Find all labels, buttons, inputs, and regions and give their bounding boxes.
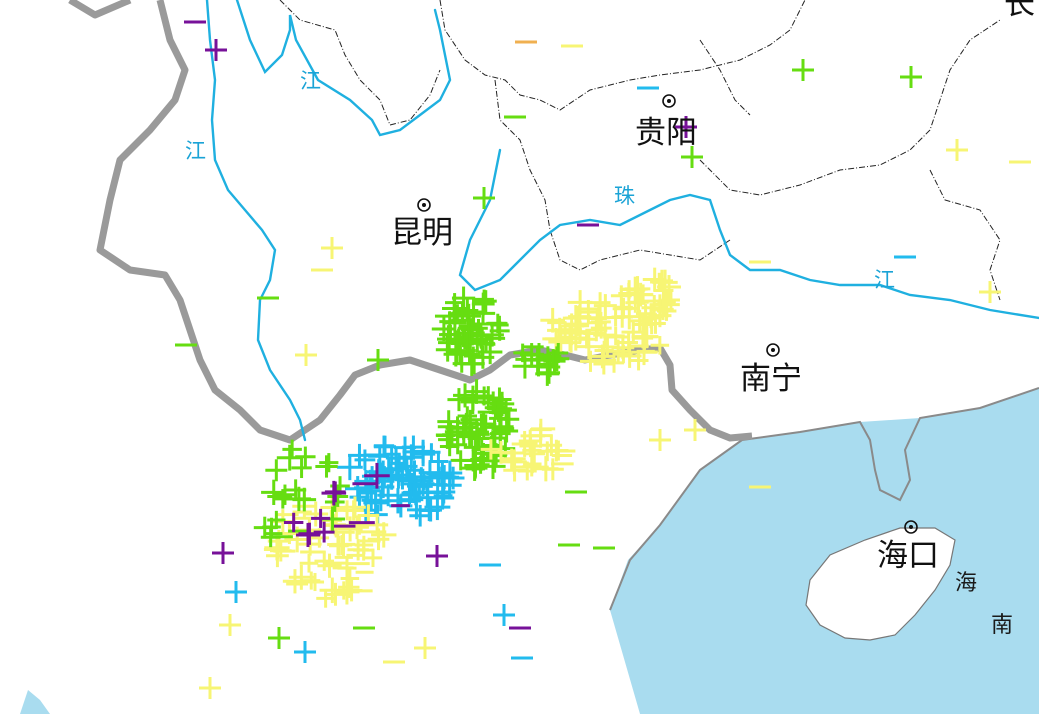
city-guiyang[interactable]: 贵阳 (635, 94, 697, 151)
river-label-1: 江 (300, 69, 321, 93)
river-jinsha (235, 0, 452, 137)
city-haikou[interactable]: 海口 (877, 520, 939, 574)
city-nanning[interactable]: 南宁 (740, 343, 802, 397)
river-label-4: 江 (874, 268, 895, 292)
city-kunming[interactable]: 昆明 (391, 198, 453, 251)
city-label-kunming: 昆明 (391, 215, 453, 251)
river-pearl (458, 148, 1039, 320)
city-dot-center (771, 348, 775, 352)
city-dot-center (667, 99, 671, 103)
country-border (68, 0, 753, 444)
sea-label-nan: 南 (991, 613, 1013, 638)
river-upper-left (205, 0, 307, 442)
river-label-2: 江 (185, 139, 206, 163)
sea-label-hai: 海 (955, 571, 977, 596)
city-dot-icon (417, 198, 431, 212)
coastline (609, 387, 1039, 611)
rivers (205, 0, 1039, 442)
sea-area (610, 388, 1039, 714)
city-dot-icon (904, 520, 918, 534)
city-dot-center (909, 525, 913, 529)
lightning-strikes (175, 20, 1031, 699)
province-borders (279, 0, 1001, 301)
city-dot-icon (662, 94, 676, 108)
hainan-island (805, 527, 956, 641)
city-label-haikou: 海口 (877, 538, 939, 574)
sea-corner (20, 690, 50, 714)
city-label-nanning: 南宁 (740, 361, 802, 397)
city-dot-icon (766, 343, 780, 357)
river-label-3: 珠 (614, 184, 635, 208)
city-label-partial: 长 (1004, 0, 1035, 22)
city-label-guiyang: 贵阳 (635, 115, 697, 151)
city-dot-center (422, 203, 426, 207)
